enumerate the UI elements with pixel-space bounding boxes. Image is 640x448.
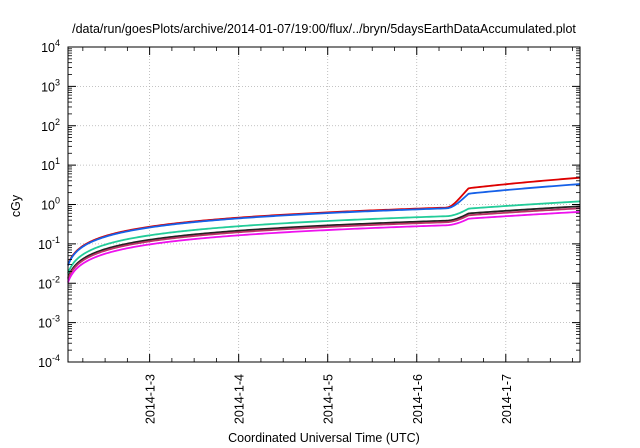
series-line xyxy=(67,205,581,279)
y-axis-label: cGy xyxy=(9,194,23,217)
y-axis: 10-4 10-3 10-2 10-1 100 101 102 103 104 xyxy=(38,38,580,370)
x-tick-label: 2014-1-7 xyxy=(500,374,514,424)
chart-title: /data/run/goesPlots/archive/2014-01-07/1… xyxy=(72,22,576,36)
x-tick-label: 2014-1-4 xyxy=(233,374,247,424)
y-tick-label: 101 xyxy=(41,156,60,173)
y-tick-label: 103 xyxy=(41,77,60,94)
x-axis-label: Coordinated Universal Time (UTC) xyxy=(228,431,420,445)
x-axis: 2014-1-3 2014-1-4 2014-1-5 2014-1-6 2014-1-7 xyxy=(82,47,573,424)
x-tick-label: 2014-1-5 xyxy=(322,374,336,424)
y-tick-label: 10-1 xyxy=(38,235,60,252)
y-tick-label: 10-2 xyxy=(38,274,60,291)
y-tick-label: 104 xyxy=(41,38,60,55)
y-tick-label: 10-3 xyxy=(38,314,60,331)
series-line xyxy=(67,207,581,281)
series-line xyxy=(67,200,581,275)
y-tick-label: 102 xyxy=(41,117,60,134)
series-line xyxy=(67,210,581,284)
grid xyxy=(68,47,580,362)
y-tick-label: 100 xyxy=(41,196,60,213)
y-tick-label: 10-4 xyxy=(38,353,60,370)
x-tick-label: 2014-1-3 xyxy=(144,374,158,424)
x-tick-label: 2014-1-6 xyxy=(411,374,425,424)
series-lines xyxy=(67,176,581,284)
series-line xyxy=(67,183,581,267)
